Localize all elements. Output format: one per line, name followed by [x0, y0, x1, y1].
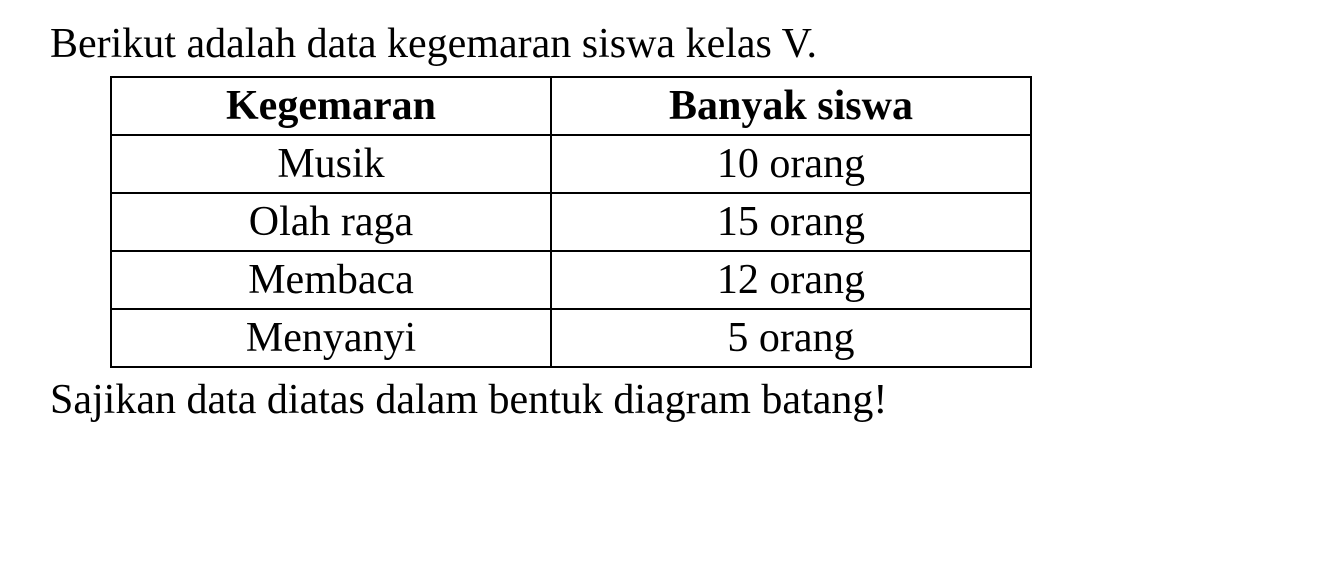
table-row: Musik 10 orang: [111, 135, 1031, 193]
cell-hobby: Musik: [111, 135, 551, 193]
cell-count: 12 orang: [551, 251, 1031, 309]
table-container: Kegemaran Banyak siswa Musik 10 orang Ol…: [110, 76, 1279, 368]
header-hobby: Kegemaran: [111, 77, 551, 135]
cell-count: 10 orang: [551, 135, 1031, 193]
hobby-table: Kegemaran Banyak siswa Musik 10 orang Ol…: [110, 76, 1032, 368]
cell-hobby: Olah raga: [111, 193, 551, 251]
cell-hobby: Membaca: [111, 251, 551, 309]
table-row: Menyanyi 5 orang: [111, 309, 1031, 367]
outro-text: Sajikan data diatas dalam bentuk diagram…: [50, 376, 1279, 424]
intro-text: Berikut adalah data kegemaran siswa kela…: [50, 20, 1279, 68]
table-row: Membaca 12 orang: [111, 251, 1031, 309]
cell-hobby: Menyanyi: [111, 309, 551, 367]
cell-count: 15 orang: [551, 193, 1031, 251]
table-header-row: Kegemaran Banyak siswa: [111, 77, 1031, 135]
header-count: Banyak siswa: [551, 77, 1031, 135]
table-row: Olah raga 15 orang: [111, 193, 1031, 251]
cell-count: 5 orang: [551, 309, 1031, 367]
